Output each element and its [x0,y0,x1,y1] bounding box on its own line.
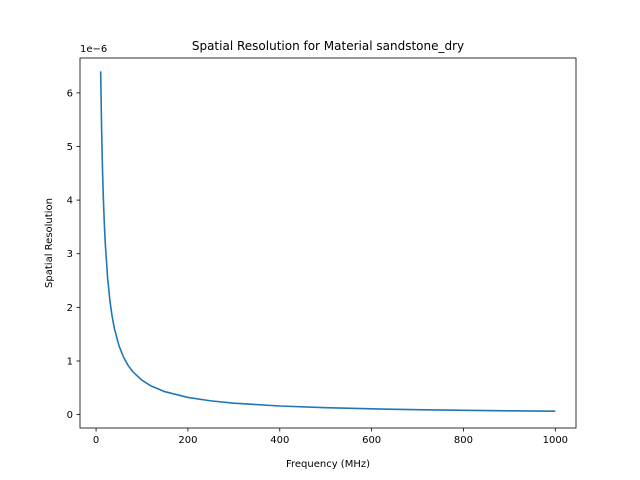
y-tick-label: 4 [67,196,73,207]
y-tick-label: 5 [67,142,73,153]
x-tick-label: 1000 [543,435,568,446]
x-axis-ticks: 0 200 400 600 800 1000 [93,428,568,446]
y-tick-label: 6 [67,88,73,99]
x-tick-label: 800 [454,435,473,446]
x-tick-label: 400 [270,435,289,446]
y-tick-label: 0 [67,410,73,421]
y-tick-label: 1 [67,356,73,367]
y-tick-label: 3 [67,249,73,260]
x-axis-label: Frequency (MHz) [286,459,370,470]
chart-title: Spatial Resolution for Material sandston… [192,39,464,53]
y-tick-label: 2 [67,303,73,314]
y-offset-label: 1e−6 [80,44,107,55]
series-line [99,71,556,412]
y-axis-ticks: 0 1 2 3 4 5 6 [67,88,80,421]
axes-frame [79,57,577,429]
plot-area [99,71,556,412]
x-tick-label: 200 [178,435,197,446]
y-axis-label: Spatial Resolution [44,198,55,288]
x-tick-label: 0 [93,435,99,446]
x-tick-label: 600 [362,435,381,446]
